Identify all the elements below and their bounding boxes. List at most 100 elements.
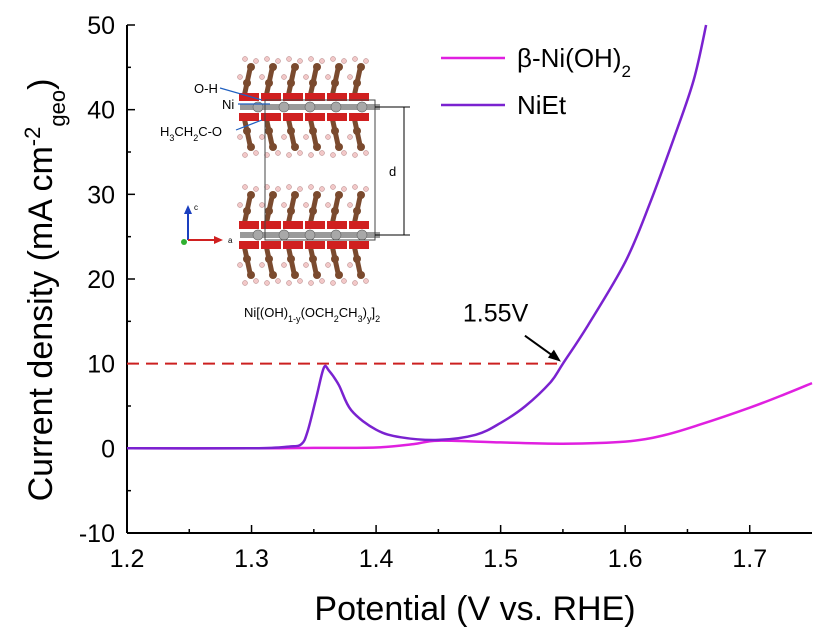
inset-atom-hydrogen [297,58,303,64]
inset-atom-hydrogen [363,58,369,64]
inset-atom-hydrogen [286,152,292,158]
inset-atom-nickel [356,101,368,113]
inset-pointer-ethoxy [235,119,263,131]
inset-atom-hydrogen [281,134,287,140]
y-axis-label: Current density (mA cm-2geo) [20,79,70,502]
inset-atom-hydrogen [330,184,336,190]
inset-atom-hydrogen [242,184,248,190]
inset-atom-carbon [243,79,251,87]
x-tick-label: 1.7 [732,545,767,573]
inset-atom-oxygen [349,241,360,249]
inset-atom-hydrogen [237,262,243,268]
inset-atom-carbon [353,127,361,135]
inset-atom-oxygen [360,221,369,229]
inset-atom-carbon [353,255,361,263]
inset-atom-hydrogen [352,152,358,158]
inset-atom-hydrogen [275,278,281,284]
inset-atom-nickel [278,229,290,241]
inset-atom-oxygen [349,113,360,121]
inset-atom-carbon [331,79,339,87]
inset-atom-oxygen [294,221,303,229]
inset-atom-oxygen [338,221,347,229]
inset-atom-oxygen [250,93,259,101]
inset-atom-nickel [278,101,290,113]
inset-atom-hydrogen [352,184,358,190]
inset-atom-hydrogen [319,278,325,284]
inset-atom-hydrogen [330,56,336,62]
inset-atom-hydrogen [319,150,325,156]
inset-atom-hydrogen [347,134,353,140]
inset-atom-carbon [357,63,365,71]
inset-atom-hydrogen [303,262,309,268]
inset-atom-hydrogen [275,186,281,192]
inset-axis-a-head [214,236,223,244]
inset-atom-oxygen [250,113,259,121]
y-tick-label: -10 [79,520,115,548]
inset-atom-oxygen [272,241,281,249]
series-line-niet [126,24,708,450]
tick-group [126,24,751,534]
inset-atom-carbon [335,63,343,71]
inset-label-d: d [389,164,396,179]
inset-atom-oxygen [272,113,281,121]
tick-label-group: 1.2 1.3 1.4 1.5 1.6 1.7 -10 0 10 20 30 40 50 [79,12,767,573]
inset-atom-carbon [243,127,251,135]
inset-atom-hydrogen [242,280,248,286]
inset-atom-carbon [291,63,299,71]
legend-label-niet: NiEt [517,90,567,120]
inset-axis-b-marker [181,239,187,245]
inset-atom-oxygen [327,113,338,121]
inset-atom-hydrogen [275,150,281,156]
inset-atom-carbon [309,207,317,215]
inset-atom-hydrogen [352,280,358,286]
inset-atom-hydrogen [347,262,353,268]
inset-atom-hydrogen [286,280,292,286]
inset-atom-hydrogen [308,152,314,158]
inset-atom-hydrogen [330,152,336,158]
inset-atom-hydrogen [363,278,369,284]
inset-label-axis-a: a [228,236,233,245]
inset-atom-hydrogen [297,150,303,156]
inset-atom-hydrogen [259,202,265,208]
inset-atom-carbon [287,207,295,215]
inset-atom-hydrogen [319,58,325,64]
inset-atom-oxygen [338,93,347,101]
legend-label-beta-nioh2: β-Ni(OH)2 [517,43,631,81]
inset-atom-oxygen [272,221,281,229]
inset-atom-hydrogen [259,262,265,268]
inset-atom-hydrogen [363,186,369,192]
inset-atom-carbon [357,143,365,151]
inset-atom-carbon [265,127,273,135]
inset-crystal-structure: d O-H Ni H3CH2C-O c a Ni[(OH)1-y(OCH2CH3… [160,48,412,324]
inset-atom-hydrogen [259,134,265,140]
inset-atom-carbon [331,255,339,263]
inset-pointer-oh [219,87,263,101]
inset-label-ni: Ni [222,97,234,112]
inset-atom-hydrogen [330,280,336,286]
inset-atom-group [237,56,380,286]
inset-label-ethoxy: H3CH2C-O [160,124,222,143]
inset-atom-hydrogen [325,74,331,80]
x-tick-label: 1.3 [234,545,269,573]
inset-atom-carbon [265,255,273,263]
inset-atom-carbon [331,127,339,135]
inset-atom-hydrogen [325,134,331,140]
inset-atom-carbon [335,191,343,199]
inset-atom-oxygen [239,93,250,101]
inset-atom-carbon [269,191,277,199]
inset-atom-hydrogen [303,202,309,208]
x-axis-label: Potential (V vs. RHE) [314,590,635,628]
inset-atom-hydrogen [259,74,265,80]
inset-atom-hydrogen [297,278,303,284]
inset-unit-cell [264,99,376,241]
inset-atom-oxygen [327,93,338,101]
annotation-arrow-head [547,349,561,362]
inset-atom-hydrogen [264,56,270,62]
inset-atom-hydrogen [281,74,287,80]
inset-atom-hydrogen [352,56,358,62]
inset-atom-carbon [353,207,361,215]
inset-atom-oxygen [283,113,294,121]
inset-atom-carbon [265,207,273,215]
inset-atom-oxygen [261,113,272,121]
